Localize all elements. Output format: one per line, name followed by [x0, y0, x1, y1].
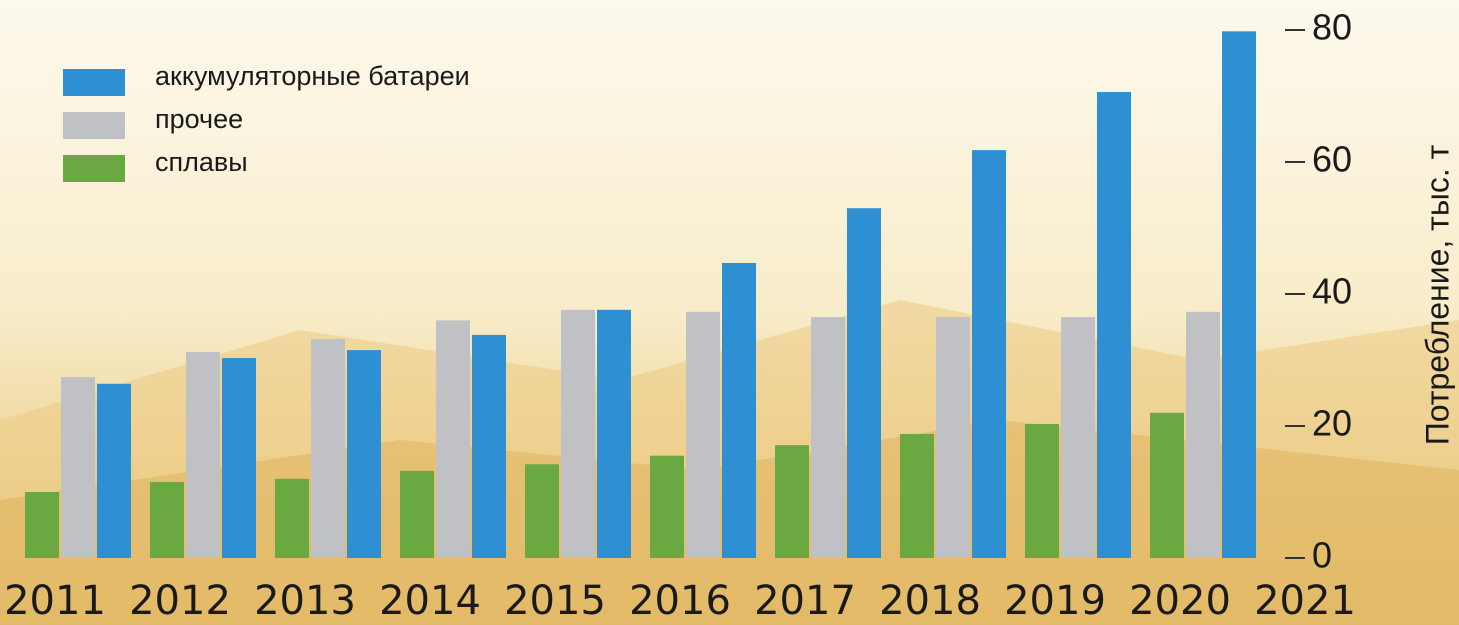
bar [1061, 317, 1095, 558]
legend-swatch [63, 69, 125, 96]
bar [1025, 424, 1059, 558]
bar [347, 350, 381, 558]
bar [900, 433, 934, 558]
bar [186, 352, 220, 558]
bar [650, 455, 684, 558]
x-tick-label: 2012 [129, 578, 231, 624]
bar [936, 317, 970, 558]
bar [311, 338, 345, 558]
bar [150, 482, 184, 558]
bar [61, 377, 95, 558]
x-tick-label: 2018 [879, 578, 981, 624]
x-tick-label: 2019 [1004, 578, 1106, 624]
bar [775, 445, 809, 558]
legend-label: сплавы [155, 147, 248, 177]
y-axis-label: Потребление, тыс. т [1419, 144, 1455, 445]
y-tick-label: 20 [1312, 403, 1352, 444]
bar [472, 334, 506, 558]
legend-label: прочее [155, 104, 243, 134]
bar [275, 478, 309, 558]
bar [597, 309, 631, 558]
bar [222, 358, 256, 558]
legend-swatch [63, 155, 125, 182]
bar [400, 470, 434, 558]
y-tick-label: 80 [1312, 7, 1352, 48]
x-tick-label: 2021 [1254, 578, 1356, 624]
bar [1222, 31, 1256, 558]
bar [972, 150, 1006, 558]
x-tick-label: 2011 [4, 578, 106, 624]
y-tick-label: 60 [1312, 139, 1352, 180]
bar [722, 262, 756, 558]
bar [561, 309, 595, 558]
bar [847, 208, 881, 558]
bar [811, 317, 845, 558]
bar [686, 311, 720, 558]
y-tick-label: 0 [1312, 535, 1332, 576]
bar [436, 320, 470, 558]
bar [1097, 92, 1131, 558]
legend-swatch [63, 112, 125, 139]
x-tick-label: 2014 [379, 578, 481, 624]
x-tick-label: 2017 [754, 578, 856, 624]
bar [1186, 311, 1220, 558]
x-tick-label: 2013 [254, 578, 356, 624]
x-tick-label: 2020 [1129, 578, 1231, 624]
bar [25, 492, 59, 558]
bar [525, 464, 559, 558]
x-tick-label: 2016 [629, 578, 731, 624]
x-tick-label: 2015 [504, 578, 606, 624]
legend-label: аккумуляторные батареи [155, 61, 470, 91]
y-tick-label: 40 [1312, 271, 1352, 312]
bar [97, 383, 131, 558]
bar [1150, 412, 1184, 558]
